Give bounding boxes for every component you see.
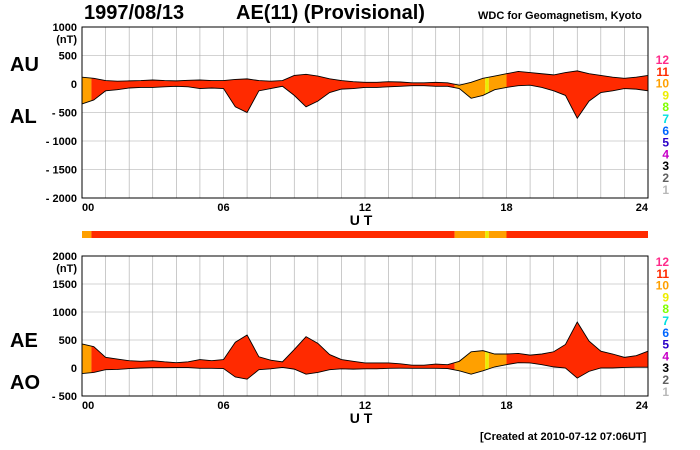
y-tick-label: 2000 (53, 251, 77, 263)
x-tick-label: 12 (359, 400, 371, 412)
au-al-panel: 1000 500 0 - 500 - 1000 - 1500 - 2000 (nT) 00 06 1… (10, 22, 669, 228)
x-tick-label: 24 (636, 400, 649, 412)
legend-level: 6 (662, 124, 669, 138)
created-timestamp: [Created at 2010-07-12 07:06UT] (480, 431, 647, 443)
station-bar-segment (485, 231, 489, 238)
y-tick-label: - 500 (52, 391, 77, 403)
legend-level: 4 (662, 349, 669, 363)
area-fill-segment (488, 322, 507, 380)
legend-level: 1 (662, 183, 669, 197)
legend-level: 8 (662, 100, 669, 114)
legend-level: 12 (656, 255, 670, 269)
area-fill-segment (82, 70, 92, 119)
area-fill-segment (485, 322, 489, 380)
series-line-al (81, 84, 649, 120)
legend-level: 4 (662, 147, 669, 161)
legend-level: 7 (662, 112, 669, 126)
y-tick-label: - 1000 (46, 136, 77, 148)
legend-level: 8 (662, 302, 669, 316)
legend-level: 3 (662, 361, 669, 375)
legend-level: 5 (662, 136, 669, 150)
source-credit: WDC for Geomagnetism, Kyoto (478, 10, 642, 22)
y-tick-label: - 500 (52, 108, 77, 120)
legend-level: 10 (656, 279, 670, 293)
plot-frame (81, 255, 649, 397)
legend-level: 3 (662, 159, 669, 173)
series-line-au (81, 70, 649, 86)
index-label-lower: AO (10, 372, 40, 394)
legend-level: 1 (662, 385, 669, 399)
legend-level: 9 (662, 88, 669, 102)
y-tick-label: 1000 (53, 307, 77, 319)
x-axis-label: U T (350, 410, 373, 426)
legend-level: 5 (662, 338, 669, 352)
station-count-bar (82, 231, 648, 238)
y-tick-label: 0 (71, 363, 77, 375)
y-tick-label: - 2000 (46, 193, 77, 205)
station-bar-segment (506, 231, 648, 238)
legend-level: 10 (656, 77, 670, 91)
x-tick-label: 18 (500, 202, 512, 214)
y-unit-label: (nT) (56, 34, 77, 46)
x-tick-label: 12 (359, 202, 371, 214)
legend-level: 2 (662, 373, 669, 387)
x-axis-label: U T (350, 212, 373, 228)
y-tick-label: 1000 (53, 22, 77, 34)
y-tick-label: 0 (71, 79, 77, 91)
y-unit-label: (nT) (56, 263, 77, 275)
legend-level: 11 (656, 65, 669, 79)
legend-level: 6 (662, 326, 669, 340)
legend-level: 2 (662, 171, 669, 185)
x-tick-label: 06 (217, 202, 229, 214)
legend-level: 7 (662, 314, 669, 328)
plot-frame (81, 26, 649, 199)
x-tick-label: 24 (636, 202, 649, 214)
area-fill-segment (82, 322, 92, 380)
x-tick-label: 06 (217, 400, 229, 412)
y-tick-label: 1500 (53, 279, 77, 291)
station-bar-segment (82, 231, 92, 238)
station-bar-segment (454, 231, 486, 238)
area-fill-segment (91, 322, 455, 380)
x-tick-label: 18 (500, 400, 512, 412)
index-label-upper: AE (10, 330, 38, 352)
x-tick-label: 00 (82, 400, 94, 412)
plot-date: 1997/08/13 (84, 2, 185, 24)
legend-level: 11 (656, 267, 669, 281)
y-tick-label: - 1500 (46, 165, 77, 177)
index-label-lower: AL (10, 106, 37, 128)
station-bar-segment (488, 231, 507, 238)
series-line-ao (81, 362, 648, 380)
plot-title: AE(11) (Provisional) (236, 2, 425, 24)
y-tick-label: 500 (59, 51, 77, 63)
series-line-ae (81, 321, 649, 366)
x-tick-label: 00 (82, 202, 94, 214)
y-tick-label: 500 (59, 335, 77, 347)
legend-level: 9 (662, 290, 669, 304)
legend-level: 12 (656, 53, 670, 67)
index-label-upper: AU (10, 54, 39, 76)
station-bar-segment (91, 231, 455, 238)
